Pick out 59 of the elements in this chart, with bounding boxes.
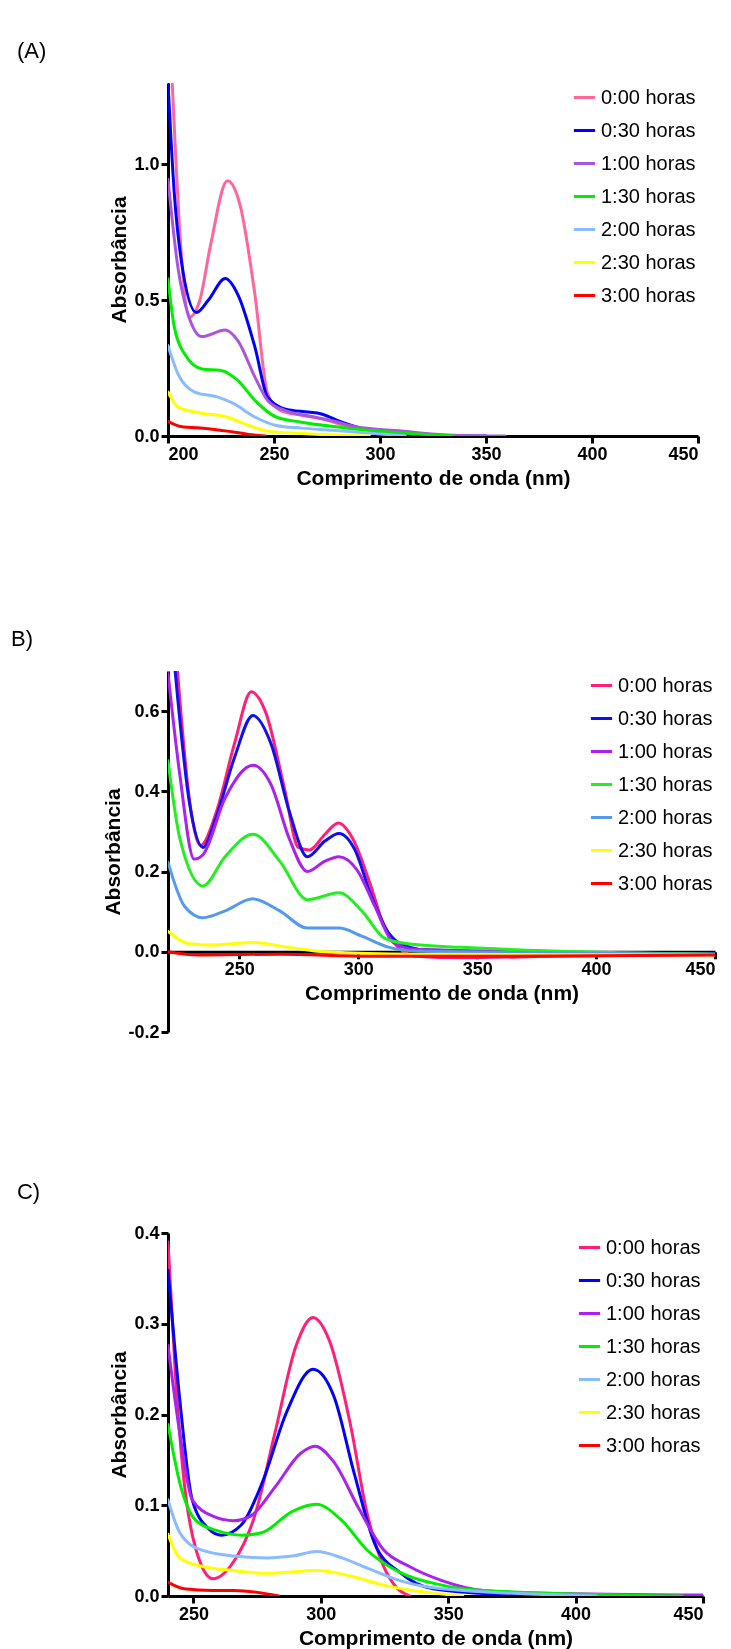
x-tick-label: 350 (433, 1603, 464, 1624)
legend-label: 0:00 horas (601, 85, 696, 108)
x-axis-title: Comprimento de onda (nm) (296, 465, 571, 489)
x-tick-label: 450 (668, 443, 699, 464)
y-axis-title: Absorbância (107, 196, 131, 324)
chart-title: (A) (16, 38, 47, 63)
chart-title: B) (10, 626, 33, 651)
legend-label: 3:00 horas (601, 283, 696, 306)
legend-label: 1:00 horas (606, 1301, 701, 1324)
y-tick-label: 0.1 (134, 1494, 160, 1515)
legend-label: 0:30 horas (618, 706, 713, 729)
chart-title: C) (16, 1179, 41, 1204)
x-tick-label: 400 (561, 1603, 592, 1624)
legend-label: 0:30 horas (606, 1268, 701, 1291)
x-tick-label: 400 (581, 959, 612, 980)
y-axis-title: Absorbância (101, 788, 125, 916)
x-tick-label: 300 (306, 1603, 337, 1624)
legend-label: 2:30 horas (606, 1400, 701, 1423)
legend-label: 3:00 horas (618, 871, 713, 894)
x-tick-label: 300 (365, 443, 396, 464)
legend-label: 2:30 horas (618, 838, 713, 861)
legend-label: 2:00 horas (601, 217, 696, 240)
y-tick-label: 0.0 (134, 941, 160, 962)
y-tick-label: 0.5 (134, 289, 160, 310)
legend-label: 1:00 horas (618, 739, 713, 762)
y-tick-label: 0.3 (134, 1313, 160, 1334)
y-tick-label: 0.0 (134, 1585, 160, 1606)
x-tick-label: 250 (224, 959, 255, 980)
legend-label: 2:30 horas (601, 250, 696, 273)
legend-label: 2:00 horas (618, 805, 713, 828)
y-tick-label: -0.2 (128, 1021, 160, 1042)
legend-label: 0:00 horas (606, 1235, 701, 1258)
y-tick-label: 0.4 (134, 780, 160, 801)
legend-label: 1:30 horas (606, 1334, 701, 1357)
x-tick-label: 250 (259, 443, 290, 464)
x-tick-label: 350 (471, 443, 502, 464)
x-tick-label: 300 (343, 959, 374, 980)
legend-label: 3:00 horas (606, 1433, 701, 1456)
legend-label: 1:30 horas (618, 772, 713, 795)
x-tick-label: 200 (168, 443, 199, 464)
y-tick-label: 0.2 (134, 1404, 160, 1424)
y-tick-label: 1.0 (134, 153, 160, 174)
x-tick-label: 450 (685, 959, 716, 980)
legend-label: 0:30 horas (601, 118, 696, 141)
y-tick-label: 0.2 (134, 861, 160, 882)
legend-label: 2:00 horas (606, 1367, 701, 1390)
x-tick-label: 350 (462, 959, 493, 980)
legend-label: 0:00 horas (618, 673, 713, 696)
x-tick-label: 450 (673, 1603, 704, 1624)
x-tick-label: 250 (178, 1603, 209, 1624)
y-tick-label: 0.0 (134, 425, 160, 446)
legend-label: 1:00 horas (601, 151, 696, 174)
legend-label: 1:30 horas (601, 184, 696, 207)
x-tick-label: 400 (577, 443, 608, 464)
x-axis-title: Comprimento de onda (nm) (304, 981, 580, 1005)
y-tick-label: 0.4 (134, 1222, 160, 1243)
x-axis-title: Comprimento de onda (nm) (298, 1625, 574, 1649)
y-tick-label: 0.6 (134, 700, 160, 721)
y-axis-title: Absorbância (107, 1351, 131, 1479)
